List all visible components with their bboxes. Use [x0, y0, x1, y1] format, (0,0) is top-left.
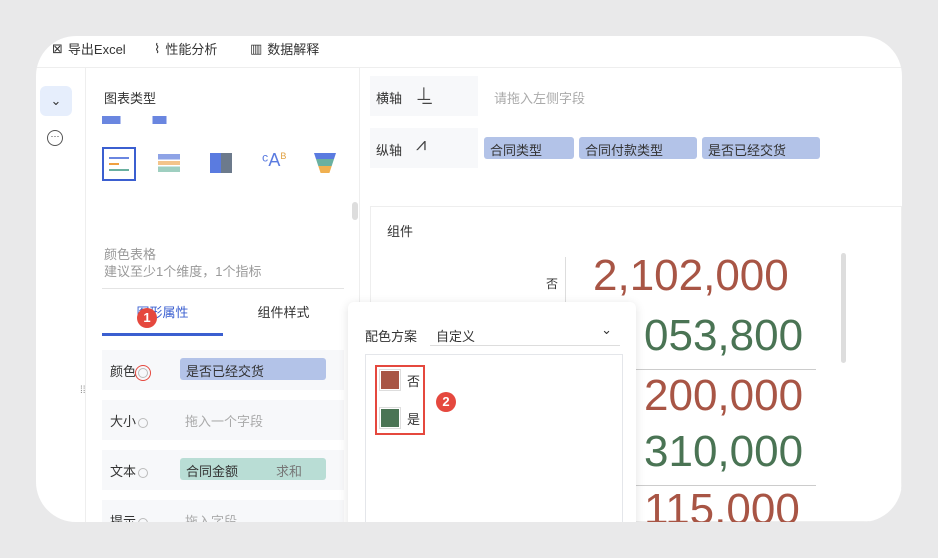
chart-type-row-partial: [102, 116, 332, 124]
chart-type-funnel[interactable]: [314, 153, 336, 173]
chart-type-table[interactable]: [158, 154, 180, 172]
component-title: 组件: [387, 224, 414, 239]
y-axis-row: 纵轴 ⩘ 合同类型 合同付款类型 是否已经交货: [370, 128, 902, 168]
x-axis-icon[interactable]: ⊥̲: [416, 84, 432, 104]
scheme-label: 配色方案: [365, 329, 418, 344]
drag-handle-icon[interactable]: ⁞⁞: [80, 385, 86, 396]
y-field-chip[interactable]: 合同付款类型: [579, 137, 697, 159]
value-cell: 310,000: [644, 427, 804, 476]
color-swatch-no[interactable]: [379, 369, 401, 391]
selected-chart-hint: 建议至少1个维度，1个指标: [104, 264, 262, 279]
collapse-chevron-icon[interactable]: ⌄: [40, 86, 72, 116]
chart-type-title: 图表类型: [104, 91, 157, 106]
excel-icon: ⊠: [52, 40, 63, 56]
tab-graphic-properties[interactable]: 图形属性: [102, 302, 223, 336]
tooltip-drop-zone[interactable]: 拖入字段: [185, 514, 238, 522]
chart-type-treemap[interactable]: [210, 153, 232, 173]
highlight-box: [375, 365, 425, 435]
color-settings-gear-icon[interactable]: [135, 364, 152, 381]
chart-line-icon: ⌇: [154, 40, 161, 56]
selected-chart-name: 颜色表格: [104, 247, 157, 262]
export-excel-button[interactable]: ⊠ 导出Excel: [52, 40, 126, 58]
more-icon[interactable]: ···: [47, 130, 63, 146]
bar-chart-icon: ▥: [250, 40, 263, 56]
table-scrollbar[interactable]: [841, 253, 846, 363]
aggregation-label[interactable]: 求和: [276, 464, 303, 479]
step-badge-2: 2: [436, 392, 456, 412]
x-axis-row: 横轴 ⊥̲ 请拖入左侧字段: [370, 76, 902, 116]
performance-analysis-button[interactable]: ⌇ 性能分析: [154, 40, 218, 58]
value-cell: 200,000: [644, 371, 804, 420]
toolbar: ⊠ 导出Excel ⌇ 性能分析 ▥ 数据解释: [36, 36, 902, 68]
color-list: 否 是: [365, 354, 623, 522]
gear-icon[interactable]: [138, 467, 149, 478]
step-badge-1: 1: [137, 308, 157, 328]
divider: [102, 288, 344, 289]
chart-type-word-cloud[interactable]: ᶜAB: [262, 150, 287, 170]
data-explain-button[interactable]: ▥ 数据解释: [250, 40, 320, 58]
prop-size: 大小 拖入一个字段: [102, 400, 344, 440]
gear-icon[interactable]: [138, 417, 149, 428]
scheme-select[interactable]: 自定义 ⌄: [430, 322, 620, 346]
prop-color: 颜色 是否已经交货: [102, 350, 344, 390]
color-scheme-popup: 配色方案 自定义 ⌄ 否 是: [348, 302, 636, 522]
value-cell: 2,102,000: [593, 251, 789, 300]
chart-config-panel: 图表类型 ᶜAB 颜色表格 建议至少1个维度，1个指标 图形属性 组件样式 颜色…: [80, 68, 360, 522]
value-cell: 053,800: [644, 311, 804, 360]
prop-tooltip: 提示 拖入字段: [102, 500, 344, 522]
y-field-chip[interactable]: 是否已经交货: [702, 137, 820, 159]
app-window: ⊠ 导出Excel ⌇ 性能分析 ▥ 数据解释 ⌄ ··· 图表类型 ᶜAB 颜色表格…: [36, 36, 902, 522]
value-cell: 115,000: [644, 485, 800, 523]
size-drop-zone[interactable]: 拖入一个字段: [185, 414, 264, 429]
chart-type-scrollbar[interactable]: [352, 202, 358, 220]
gear-icon[interactable]: [138, 517, 149, 522]
chart-type-color-table[interactable]: [102, 147, 136, 181]
left-rail: ⌄ ···: [36, 68, 86, 522]
tab-component-style[interactable]: 组件样式: [257, 305, 310, 320]
x-axis-drop-zone[interactable]: 请拖入左侧字段: [494, 91, 586, 106]
row-label: 否: [546, 277, 559, 291]
text-field-chip[interactable]: 合同金额 求和: [180, 458, 326, 480]
chevron-down-icon: ⌄: [601, 322, 612, 337]
color-field-chip[interactable]: 是否已经交货: [180, 358, 326, 380]
color-swatch-yes[interactable]: [379, 407, 401, 429]
y-axis-icon[interactable]: ⩘: [416, 134, 427, 154]
y-field-chip[interactable]: 合同类型: [484, 137, 574, 159]
prop-text: 文本 合同金额 求和: [102, 450, 344, 490]
